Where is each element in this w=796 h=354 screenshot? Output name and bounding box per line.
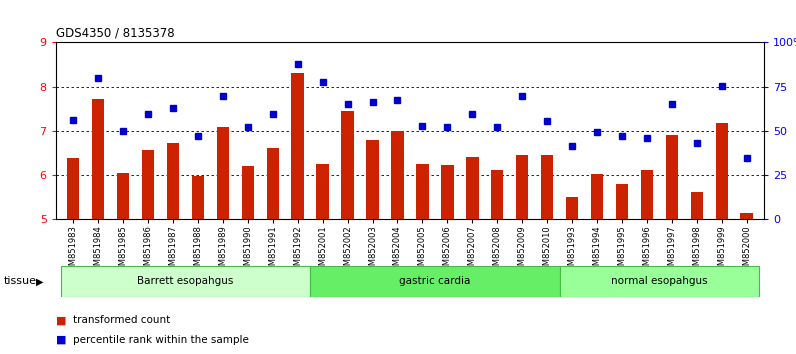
Bar: [665, 135, 678, 219]
Bar: [217, 127, 229, 219]
Bar: [441, 166, 454, 219]
Bar: [310, 266, 560, 297]
Bar: [241, 166, 254, 219]
Bar: [516, 155, 529, 219]
Bar: [560, 266, 759, 297]
Bar: [641, 170, 654, 219]
Bar: [491, 170, 504, 219]
Bar: [716, 123, 728, 219]
Bar: [466, 156, 478, 219]
Bar: [541, 155, 553, 219]
Text: ■: ■: [56, 335, 66, 345]
Bar: [691, 192, 703, 219]
Bar: [192, 176, 204, 219]
Bar: [60, 266, 310, 297]
Text: tissue: tissue: [4, 276, 37, 286]
Bar: [92, 99, 104, 219]
Bar: [291, 73, 304, 219]
Text: gastric cardia: gastric cardia: [400, 276, 470, 286]
Bar: [166, 143, 179, 219]
Text: Barrett esopahgus: Barrett esopahgus: [137, 276, 233, 286]
Text: GDS4350 / 8135378: GDS4350 / 8135378: [56, 27, 174, 40]
Bar: [67, 159, 80, 219]
Bar: [316, 164, 329, 219]
Text: ▶: ▶: [36, 276, 43, 286]
Text: transformed count: transformed count: [73, 315, 170, 325]
Text: percentile rank within the sample: percentile rank within the sample: [73, 335, 249, 345]
Text: normal esopahgus: normal esopahgus: [611, 276, 708, 286]
Bar: [416, 164, 429, 219]
Bar: [391, 131, 404, 219]
Bar: [341, 111, 353, 219]
Bar: [591, 175, 603, 219]
Bar: [117, 173, 129, 219]
Bar: [142, 149, 154, 219]
Bar: [366, 140, 379, 219]
Bar: [740, 213, 753, 219]
Text: ■: ■: [56, 315, 66, 325]
Bar: [267, 148, 279, 219]
Bar: [616, 184, 628, 219]
Bar: [566, 198, 579, 219]
